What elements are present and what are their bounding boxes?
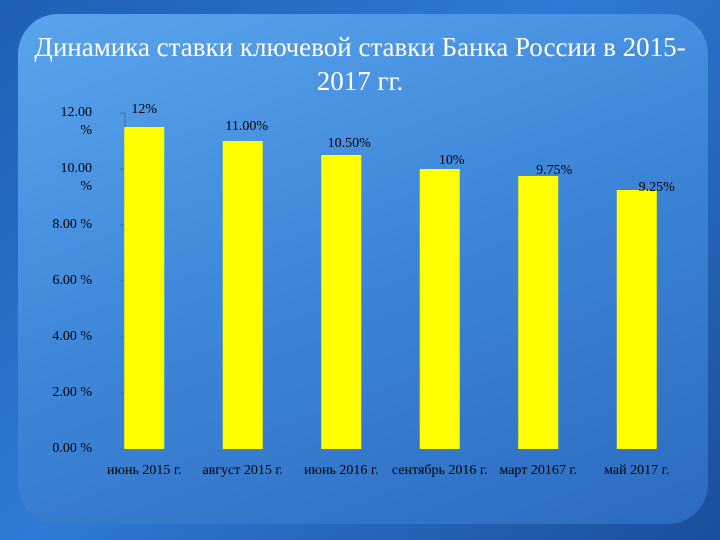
- value-label: 9.75%: [536, 163, 573, 178]
- y-tick-label: 4.00 %: [52, 329, 92, 344]
- y-tick-label: 6.00 %: [52, 273, 92, 288]
- y-tick-label: 10.00 %: [60, 161, 93, 194]
- bar: [419, 169, 460, 449]
- bar: [124, 127, 165, 449]
- chart-title: Динамика ставки ключевой ставки Банка Ро…: [34, 32, 686, 96]
- value-label: 11.00%: [225, 119, 269, 134]
- bar: [321, 155, 362, 449]
- bar: [518, 176, 559, 449]
- value-label: 12%: [131, 102, 158, 117]
- y-tick-label: 0.00 %: [52, 441, 92, 456]
- value-label: 9.25%: [638, 180, 675, 195]
- x-tick-label: август 2015 г.: [202, 463, 284, 478]
- x-tick-label: июнь 2016 г.: [304, 463, 379, 478]
- x-tick-label: июнь 2015 г.: [107, 463, 182, 478]
- value-label: 10%: [438, 153, 465, 168]
- x-tick-label: сентябрь 2016 г.: [391, 463, 488, 478]
- y-tick-label: 12.00 %: [60, 105, 93, 138]
- bar: [222, 141, 263, 449]
- y-tick-label: 2.00 %: [52, 385, 92, 400]
- x-tick-label: март 20167 г.: [499, 463, 578, 478]
- x-tick-label: май 2017 г.: [604, 463, 670, 478]
- y-tick-label: 8.00 %: [52, 217, 92, 232]
- value-label: 10.50%: [327, 136, 371, 151]
- bar: [616, 190, 657, 449]
